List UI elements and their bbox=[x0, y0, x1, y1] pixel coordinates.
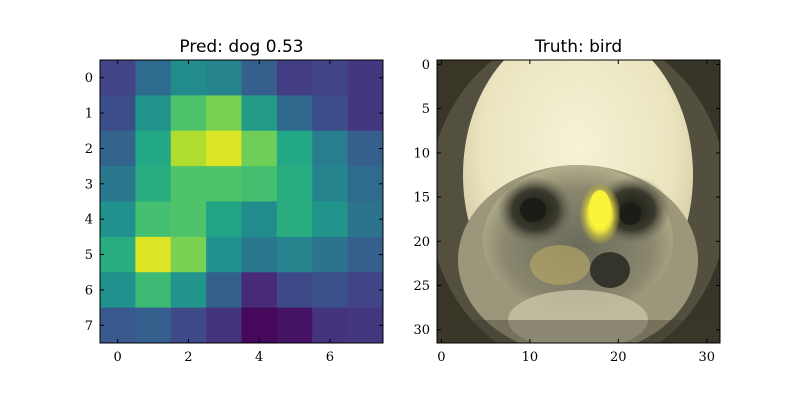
heatmap-cell bbox=[206, 237, 242, 273]
image-title: Truth: bird bbox=[534, 37, 622, 57]
y-tick-label: 30 bbox=[413, 323, 430, 338]
heatmap-cell bbox=[277, 166, 313, 202]
heatmap-cell bbox=[312, 131, 348, 167]
x-tick-label: 4 bbox=[255, 350, 263, 365]
heatmap-cell bbox=[206, 202, 242, 238]
heatmap-cell bbox=[171, 131, 207, 167]
y-tick-label: 4 bbox=[85, 213, 93, 228]
heatmap-cell bbox=[171, 272, 207, 308]
heatmap-cell bbox=[206, 95, 242, 131]
heatmap-cell bbox=[242, 131, 278, 167]
y-tick-label: 15 bbox=[413, 191, 430, 206]
heatmap-cell bbox=[135, 60, 171, 96]
heatmap-cell bbox=[171, 166, 207, 202]
heatmap-cell bbox=[312, 166, 348, 202]
heatmap-cell bbox=[312, 308, 348, 344]
heatmap-cell bbox=[348, 95, 384, 131]
x-tick-label: 6 bbox=[326, 350, 334, 365]
heatmap-cell bbox=[277, 60, 313, 96]
heatmap-cell bbox=[242, 60, 278, 96]
heatmap-cell bbox=[277, 202, 313, 238]
y-tick-label: 0 bbox=[422, 58, 430, 73]
heatmap-cell bbox=[135, 202, 171, 238]
heatmap-cell bbox=[171, 308, 207, 344]
heatmap-cell bbox=[348, 202, 384, 238]
heatmap-cell bbox=[312, 202, 348, 238]
heatmap-cell bbox=[171, 95, 207, 131]
y-tick-label: 20 bbox=[413, 235, 430, 250]
x-tick-label: 0 bbox=[437, 350, 445, 365]
heatmap-cell bbox=[242, 272, 278, 308]
y-tick-label: 1 bbox=[85, 107, 93, 122]
heatmap-cell bbox=[100, 237, 136, 273]
heatmap-title: Pred: dog 0.53 bbox=[179, 37, 303, 57]
x-tick-label: 0 bbox=[114, 350, 122, 365]
heatmap-cell bbox=[242, 166, 278, 202]
heatmap-cell bbox=[312, 95, 348, 131]
y-tick-label: 0 bbox=[85, 71, 93, 86]
heatmap-cell bbox=[348, 131, 384, 167]
heatmap-cell bbox=[277, 308, 313, 344]
y-tick-label: 5 bbox=[422, 102, 430, 117]
heatmap-cell bbox=[242, 237, 278, 273]
y-tick-label: 10 bbox=[413, 146, 430, 161]
heatmap-cell bbox=[135, 95, 171, 131]
heatmap-cell bbox=[135, 272, 171, 308]
heatmap-cell bbox=[100, 202, 136, 238]
y-tick-label: 25 bbox=[413, 279, 430, 294]
heatmap-cell bbox=[171, 60, 207, 96]
bird-image bbox=[428, 25, 728, 370]
heatmap-cells bbox=[100, 60, 384, 344]
x-tick-label: 20 bbox=[610, 350, 627, 365]
heatmap-cell bbox=[100, 131, 136, 167]
heatmap-cell bbox=[277, 131, 313, 167]
heatmap-cell bbox=[100, 308, 136, 344]
x-tick-label: 2 bbox=[184, 350, 192, 365]
y-tick-label: 6 bbox=[85, 283, 93, 298]
y-tick-label: 7 bbox=[85, 319, 93, 334]
heatmap-cell bbox=[348, 60, 384, 96]
heatmap-cell bbox=[277, 272, 313, 308]
heatmap-cell bbox=[348, 308, 384, 344]
heatmap-cell bbox=[206, 166, 242, 202]
heatmap-cell bbox=[242, 202, 278, 238]
heatmap-cell bbox=[100, 60, 136, 96]
heatmap-cell bbox=[171, 202, 207, 238]
heatmap-cell bbox=[100, 95, 136, 131]
heatmap-cell bbox=[242, 95, 278, 131]
y-tick-label: 5 bbox=[85, 248, 93, 263]
heatmap-cell bbox=[348, 237, 384, 273]
x-tick-label: 10 bbox=[522, 350, 539, 365]
heatmap-cell bbox=[206, 131, 242, 167]
heatmap-cell bbox=[312, 237, 348, 273]
heatmap-cell bbox=[206, 308, 242, 344]
heatmap-cell bbox=[171, 237, 207, 273]
heatmap-cell bbox=[135, 131, 171, 167]
heatmap-cell bbox=[206, 272, 242, 308]
heatmap-cell bbox=[135, 166, 171, 202]
heatmap-cell bbox=[348, 272, 384, 308]
heatmap-cell bbox=[100, 272, 136, 308]
heatmap-cell bbox=[312, 60, 348, 96]
heatmap-cell bbox=[277, 95, 313, 131]
heatmap-cell bbox=[312, 272, 348, 308]
y-tick-label: 3 bbox=[85, 177, 93, 192]
heatmap-cell bbox=[100, 166, 136, 202]
heatmap-cell bbox=[348, 166, 384, 202]
heatmap-cell bbox=[135, 237, 171, 273]
x-tick-label: 30 bbox=[698, 350, 715, 365]
heatmap-cell bbox=[206, 60, 242, 96]
heatmap-cell bbox=[242, 308, 278, 344]
heatmap-cell bbox=[277, 237, 313, 273]
heatmap-cell bbox=[135, 308, 171, 344]
y-tick-label: 2 bbox=[85, 142, 93, 157]
